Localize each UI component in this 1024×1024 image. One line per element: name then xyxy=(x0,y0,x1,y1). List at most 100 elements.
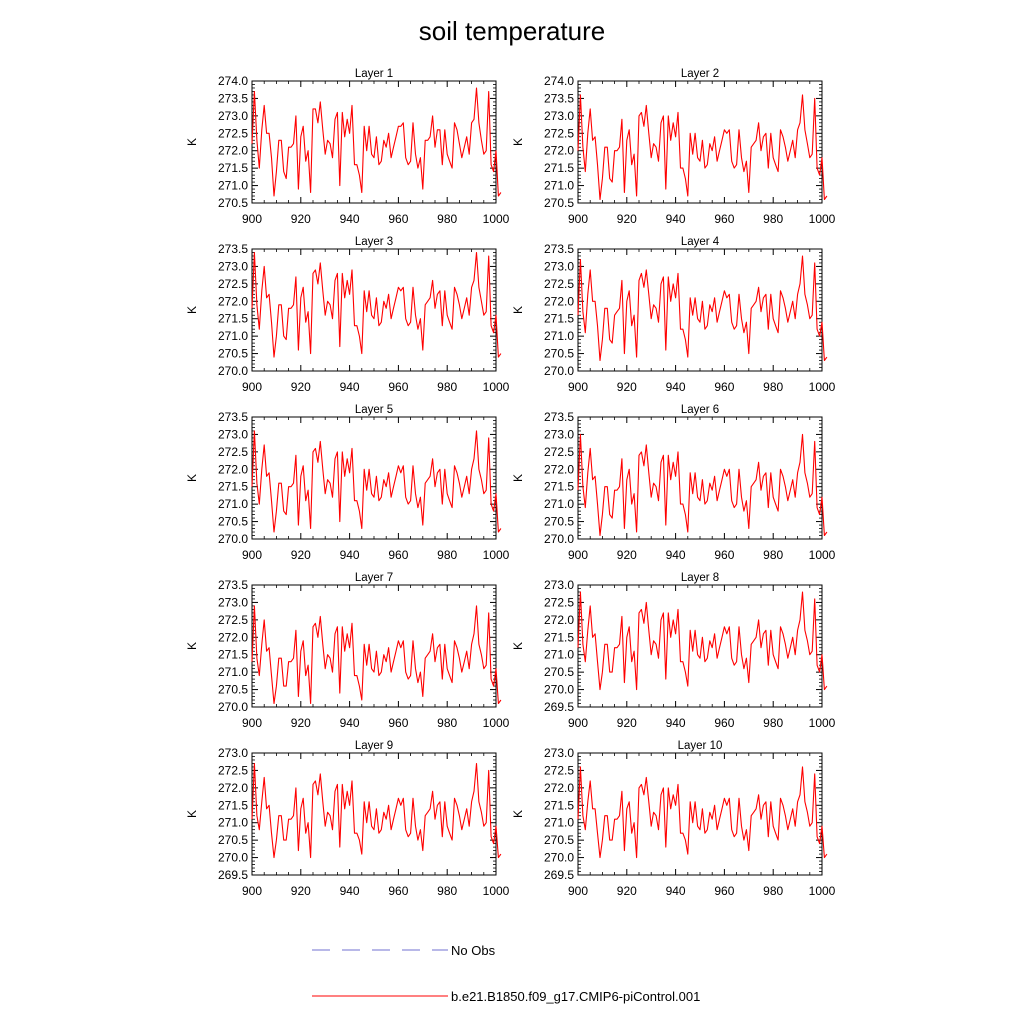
y-tick-label: 272.5 xyxy=(218,126,248,140)
panel-layer-8: Layer 8 K 269.5 270.0 270.5 271.0 271.5 272.0 27… xyxy=(511,572,836,730)
x-tick-label: 960 xyxy=(388,380,408,394)
panel-title: Layer 6 xyxy=(681,404,719,416)
y-tick-label: 273.0 xyxy=(218,746,248,760)
x-tick-label: 980 xyxy=(763,548,783,562)
y-tick-label: 271.5 xyxy=(218,480,248,494)
x-tick-label: 920 xyxy=(617,380,637,394)
x-tick-label: 920 xyxy=(291,716,311,730)
x-tick-label: 960 xyxy=(714,716,734,730)
y-tick-label: 273.5 xyxy=(218,578,248,592)
y-tick-label: 274.0 xyxy=(544,74,574,88)
y-tick-label: 270.5 xyxy=(544,196,574,210)
y-tick-label: 272.0 xyxy=(218,144,248,158)
x-tick-label: 980 xyxy=(763,716,783,730)
y-tick-label: 271.0 xyxy=(544,497,574,511)
y-tick-label: 271.0 xyxy=(544,816,574,830)
y-tick-label: 272.5 xyxy=(544,763,574,777)
y-tick-label: 271.5 xyxy=(218,312,248,326)
y-tick-label: 270.5 xyxy=(218,683,248,697)
y-tick-label: 272.0 xyxy=(544,294,574,308)
panel-layer-1: Layer 1 K 270.5 271.0 271.5 272.0 272.5 273.0 27… xyxy=(185,68,510,226)
x-tick-label: 980 xyxy=(437,212,457,226)
y-tick-label: 270.0 xyxy=(544,532,574,546)
y-tick-label: 270.0 xyxy=(544,364,574,378)
panel-layer-3: Layer 3 K 270.0 270.5 271.0 271.5 272.0 272.5 27… xyxy=(185,236,510,394)
y-tick-label: 270.0 xyxy=(218,851,248,865)
legend-label-no-obs: No Obs xyxy=(451,943,496,958)
x-tick-label: 1000 xyxy=(809,884,836,898)
y-tick-label: 272.0 xyxy=(544,462,574,476)
y-tick-label: 271.5 xyxy=(544,161,574,175)
y-axis-label: K xyxy=(185,642,199,650)
y-axis-label: K xyxy=(185,306,199,314)
y-axis-label: K xyxy=(511,474,525,482)
x-tick-label: 1000 xyxy=(809,380,836,394)
y-tick-label: 269.5 xyxy=(544,868,574,882)
x-tick-label: 980 xyxy=(437,716,457,730)
x-tick-label: 940 xyxy=(340,884,360,898)
y-tick-label: 272.5 xyxy=(218,277,248,291)
x-tick-label: 960 xyxy=(714,212,734,226)
y-tick-label: 271.5 xyxy=(218,648,248,662)
x-tick-label: 940 xyxy=(666,212,686,226)
x-tick-label: 1000 xyxy=(483,884,510,898)
y-tick-label: 273.0 xyxy=(218,259,248,273)
x-tick-label: 920 xyxy=(291,884,311,898)
panel-layer-5: Layer 5 K 270.0 270.5 271.0 271.5 272.0 272.5 27… xyxy=(185,404,510,562)
x-tick-label: 980 xyxy=(437,380,457,394)
x-tick-label: 1000 xyxy=(809,548,836,562)
x-tick-label: 1000 xyxy=(483,716,510,730)
y-tick-label: 271.5 xyxy=(544,798,574,812)
y-tick-label: 272.0 xyxy=(218,781,248,795)
legend: No Obs b.e21.B1850.f09_g17.CMIP6-piContr… xyxy=(312,943,700,1004)
x-tick-label: 960 xyxy=(714,884,734,898)
y-tick-label: 271.5 xyxy=(218,161,248,175)
y-tick-label: 272.5 xyxy=(544,595,574,609)
y-tick-label: 272.5 xyxy=(544,445,574,459)
x-tick-label: 900 xyxy=(568,212,588,226)
y-tick-label: 272.5 xyxy=(544,277,574,291)
y-tick-label: 272.0 xyxy=(218,630,248,644)
x-tick-label: 940 xyxy=(340,716,360,730)
y-tick-label: 274.0 xyxy=(218,74,248,88)
y-tick-label: 273.0 xyxy=(218,427,248,441)
panel-grid: Layer 1 K 270.5 271.0 271.5 272.0 272.5 273.0 27… xyxy=(185,68,836,898)
panel-title: Layer 8 xyxy=(681,572,719,584)
series-line xyxy=(577,94,828,201)
legend-label-model: b.e21.B1850.f09_g17.CMIP6-piControl.001 xyxy=(451,989,700,1004)
series-line xyxy=(251,251,502,358)
y-tick-label: 270.0 xyxy=(544,851,574,865)
y-axis-label: K xyxy=(511,306,525,314)
panel-layer-6: Layer 6 K 270.0 270.5 271.0 271.5 272.0 272.5 27… xyxy=(511,404,836,562)
x-tick-label: 920 xyxy=(291,548,311,562)
series-line xyxy=(577,591,828,691)
series-line xyxy=(577,766,828,859)
x-tick-label: 940 xyxy=(666,548,686,562)
panel-title: Layer 4 xyxy=(681,236,720,248)
panel-layer-4: Layer 4 K 270.0 270.5 271.0 271.5 272.0 272.5 27… xyxy=(511,236,836,394)
y-tick-label: 271.5 xyxy=(544,630,574,644)
x-tick-label: 960 xyxy=(388,716,408,730)
y-tick-label: 273.5 xyxy=(544,242,574,256)
panel-title: Layer 5 xyxy=(355,404,393,416)
y-tick-label: 271.0 xyxy=(218,179,248,193)
x-tick-label: 920 xyxy=(617,884,637,898)
y-tick-label: 273.0 xyxy=(544,259,574,273)
y-tick-label: 272.5 xyxy=(218,763,248,777)
y-axis-label: K xyxy=(511,642,525,650)
panel-title: Layer 1 xyxy=(355,68,393,80)
y-tick-label: 272.0 xyxy=(544,781,574,795)
x-tick-label: 900 xyxy=(242,548,262,562)
y-tick-label: 271.0 xyxy=(544,329,574,343)
y-tick-label: 270.0 xyxy=(218,700,248,714)
panel-layer-10: Layer 10 K 269.5 270.0 270.5 271.0 271.5 272.0 2… xyxy=(511,740,836,898)
y-tick-label: 272.0 xyxy=(544,613,574,627)
y-tick-label: 269.5 xyxy=(544,700,574,714)
x-tick-label: 960 xyxy=(714,380,734,394)
x-tick-label: 980 xyxy=(763,884,783,898)
panel-title: Layer 9 xyxy=(355,740,393,752)
x-tick-label: 940 xyxy=(340,548,360,562)
series-line xyxy=(251,430,502,533)
y-tick-label: 272.0 xyxy=(218,462,248,476)
